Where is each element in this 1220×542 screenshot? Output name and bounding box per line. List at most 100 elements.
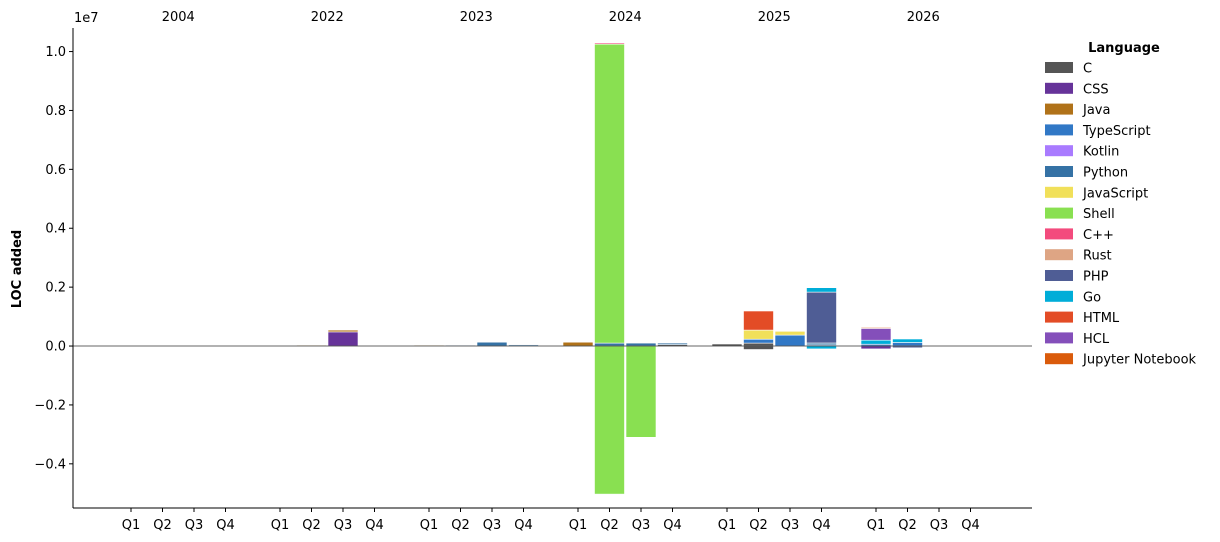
y-tick-label: 0.8 <box>45 104 66 119</box>
x-tick-label: Q1 <box>271 518 290 533</box>
bar-segment-python <box>625 342 657 347</box>
legend-swatch <box>1045 311 1073 323</box>
year-label: 2004 <box>162 10 195 25</box>
bar-segment-javascript <box>774 330 806 336</box>
x-tick-label: Q1 <box>867 518 886 533</box>
bar-segment-java <box>562 341 594 347</box>
bar-segment-python <box>476 341 508 347</box>
x-tick-label: Q3 <box>334 518 353 533</box>
x-tick-label: Q4 <box>812 518 831 533</box>
bar-segment-go <box>806 287 837 293</box>
x-tick-label: Q3 <box>185 518 204 533</box>
legend-entry: Go <box>1083 290 1101 305</box>
legend-entry: Rust <box>1083 249 1112 264</box>
legend-swatch <box>1045 186 1073 198</box>
bar-segment-javascript <box>743 329 774 340</box>
bar-segment-html <box>743 310 774 331</box>
x-tick-label: Q2 <box>749 518 768 533</box>
legend-entry: Shell <box>1083 207 1115 222</box>
bar-segment-php <box>806 291 837 344</box>
bar-segment-python <box>657 342 688 345</box>
legend: Language C CSS Java TypeScript Kotlin Python Ja… <box>1045 41 1197 368</box>
legend-entry: HTML <box>1083 311 1120 326</box>
legend-entry: JavaScript <box>1082 186 1148 201</box>
x-tick-label: Q4 <box>514 518 533 533</box>
x-tick-label: Q4 <box>216 518 235 533</box>
y-tick-label: 0.4 <box>45 222 66 237</box>
x-tick-label: Q1 <box>718 518 737 533</box>
legend-swatch <box>1045 290 1073 302</box>
legend-entry: C <box>1083 62 1092 77</box>
x-tick-label: Q2 <box>600 518 619 533</box>
legend-swatch <box>1045 353 1073 365</box>
x-tick-label: Q2 <box>451 518 470 533</box>
legend-entry: Java <box>1082 103 1110 118</box>
bar-segment-c <box>743 345 774 350</box>
legend-swatch <box>1045 145 1073 157</box>
axes-layer: −0.4 −0.2 0.0 0.2 0.4 0.6 0.8 1.0 Q1 Q2 Q3 Q4 2004 Q1… <box>34 10 1032 533</box>
legend-swatch <box>1045 62 1073 73</box>
legend-entry: CSS <box>1083 82 1109 97</box>
bar-segment-python <box>594 342 625 347</box>
bar-segment-shell <box>594 345 625 495</box>
legend-swatch <box>1045 332 1073 344</box>
bar-segment-shell <box>594 43 625 344</box>
legend-entry: Python <box>1083 166 1128 181</box>
x-tick-label: Q3 <box>632 518 651 533</box>
bar-segment-hcl <box>860 328 892 341</box>
x-tick-label: Q4 <box>663 518 682 533</box>
x-tick-label: Q1 <box>569 518 588 533</box>
bar-segment-python <box>806 342 837 346</box>
y-axis-label: LOC added <box>10 230 25 308</box>
x-tick-label: Q3 <box>483 518 502 533</box>
legend-swatch <box>1045 270 1073 281</box>
x-tick-label: Q1 <box>420 518 439 533</box>
year-label: 2022 <box>311 10 344 25</box>
bar-segment-go <box>892 338 923 343</box>
year-label: 2024 <box>609 10 642 25</box>
x-tick-label: Q4 <box>961 518 980 533</box>
bar-segment-go <box>860 339 892 345</box>
bar-segment-c <box>743 342 774 347</box>
y-tick-label: 0.2 <box>45 281 66 296</box>
bars-layer <box>296 42 923 495</box>
legend-entry: TypeScript <box>1082 124 1151 139</box>
legend-swatch <box>1045 103 1073 115</box>
legend-swatch <box>1045 82 1073 94</box>
bar-segment-java <box>327 329 359 333</box>
legend-entry: Kotlin <box>1083 145 1119 160</box>
bar-segment-typescript <box>743 338 774 344</box>
legend-swatch <box>1045 166 1073 177</box>
bar-segment-jupyter-notebook <box>860 327 892 329</box>
year-label: 2023 <box>460 10 493 25</box>
legend-swatch <box>1045 124 1073 136</box>
legend-title: Language <box>1088 41 1160 56</box>
x-tick-label: Q2 <box>898 518 917 533</box>
y-tick-label: −0.2 <box>34 398 66 413</box>
bar-segment-typescript <box>892 342 923 347</box>
y-tick-label: −0.4 <box>34 457 66 472</box>
y-tick-label: 0.6 <box>45 163 66 178</box>
legend-swatch <box>1045 228 1073 240</box>
legend-swatch <box>1045 207 1073 219</box>
x-tick-label: Q4 <box>365 518 384 533</box>
bar-segment-shell <box>625 345 657 438</box>
legend-entry: C++ <box>1083 228 1114 243</box>
legend-entry: HCL <box>1083 332 1110 347</box>
year-label: 2025 <box>758 10 791 25</box>
legend-entry: PHP <box>1083 270 1109 285</box>
y-tick-label: 0.0 <box>45 340 66 355</box>
y-tick-label: 1.0 <box>45 45 66 60</box>
x-tick-label: Q3 <box>930 518 949 533</box>
bar-segment-typescript <box>774 334 806 347</box>
year-label: 2026 <box>907 10 940 25</box>
x-tick-label: Q2 <box>153 518 172 533</box>
bar-segment-css <box>327 331 359 347</box>
legend-swatch <box>1045 249 1073 261</box>
x-tick-label: Q3 <box>781 518 800 533</box>
x-tick-label: Q2 <box>302 518 321 533</box>
x-tick-label: Q1 <box>122 518 141 533</box>
y-axis-multiplier: 1e7 <box>74 11 99 26</box>
legend-entry: Jupyter Notebook <box>1082 353 1197 368</box>
